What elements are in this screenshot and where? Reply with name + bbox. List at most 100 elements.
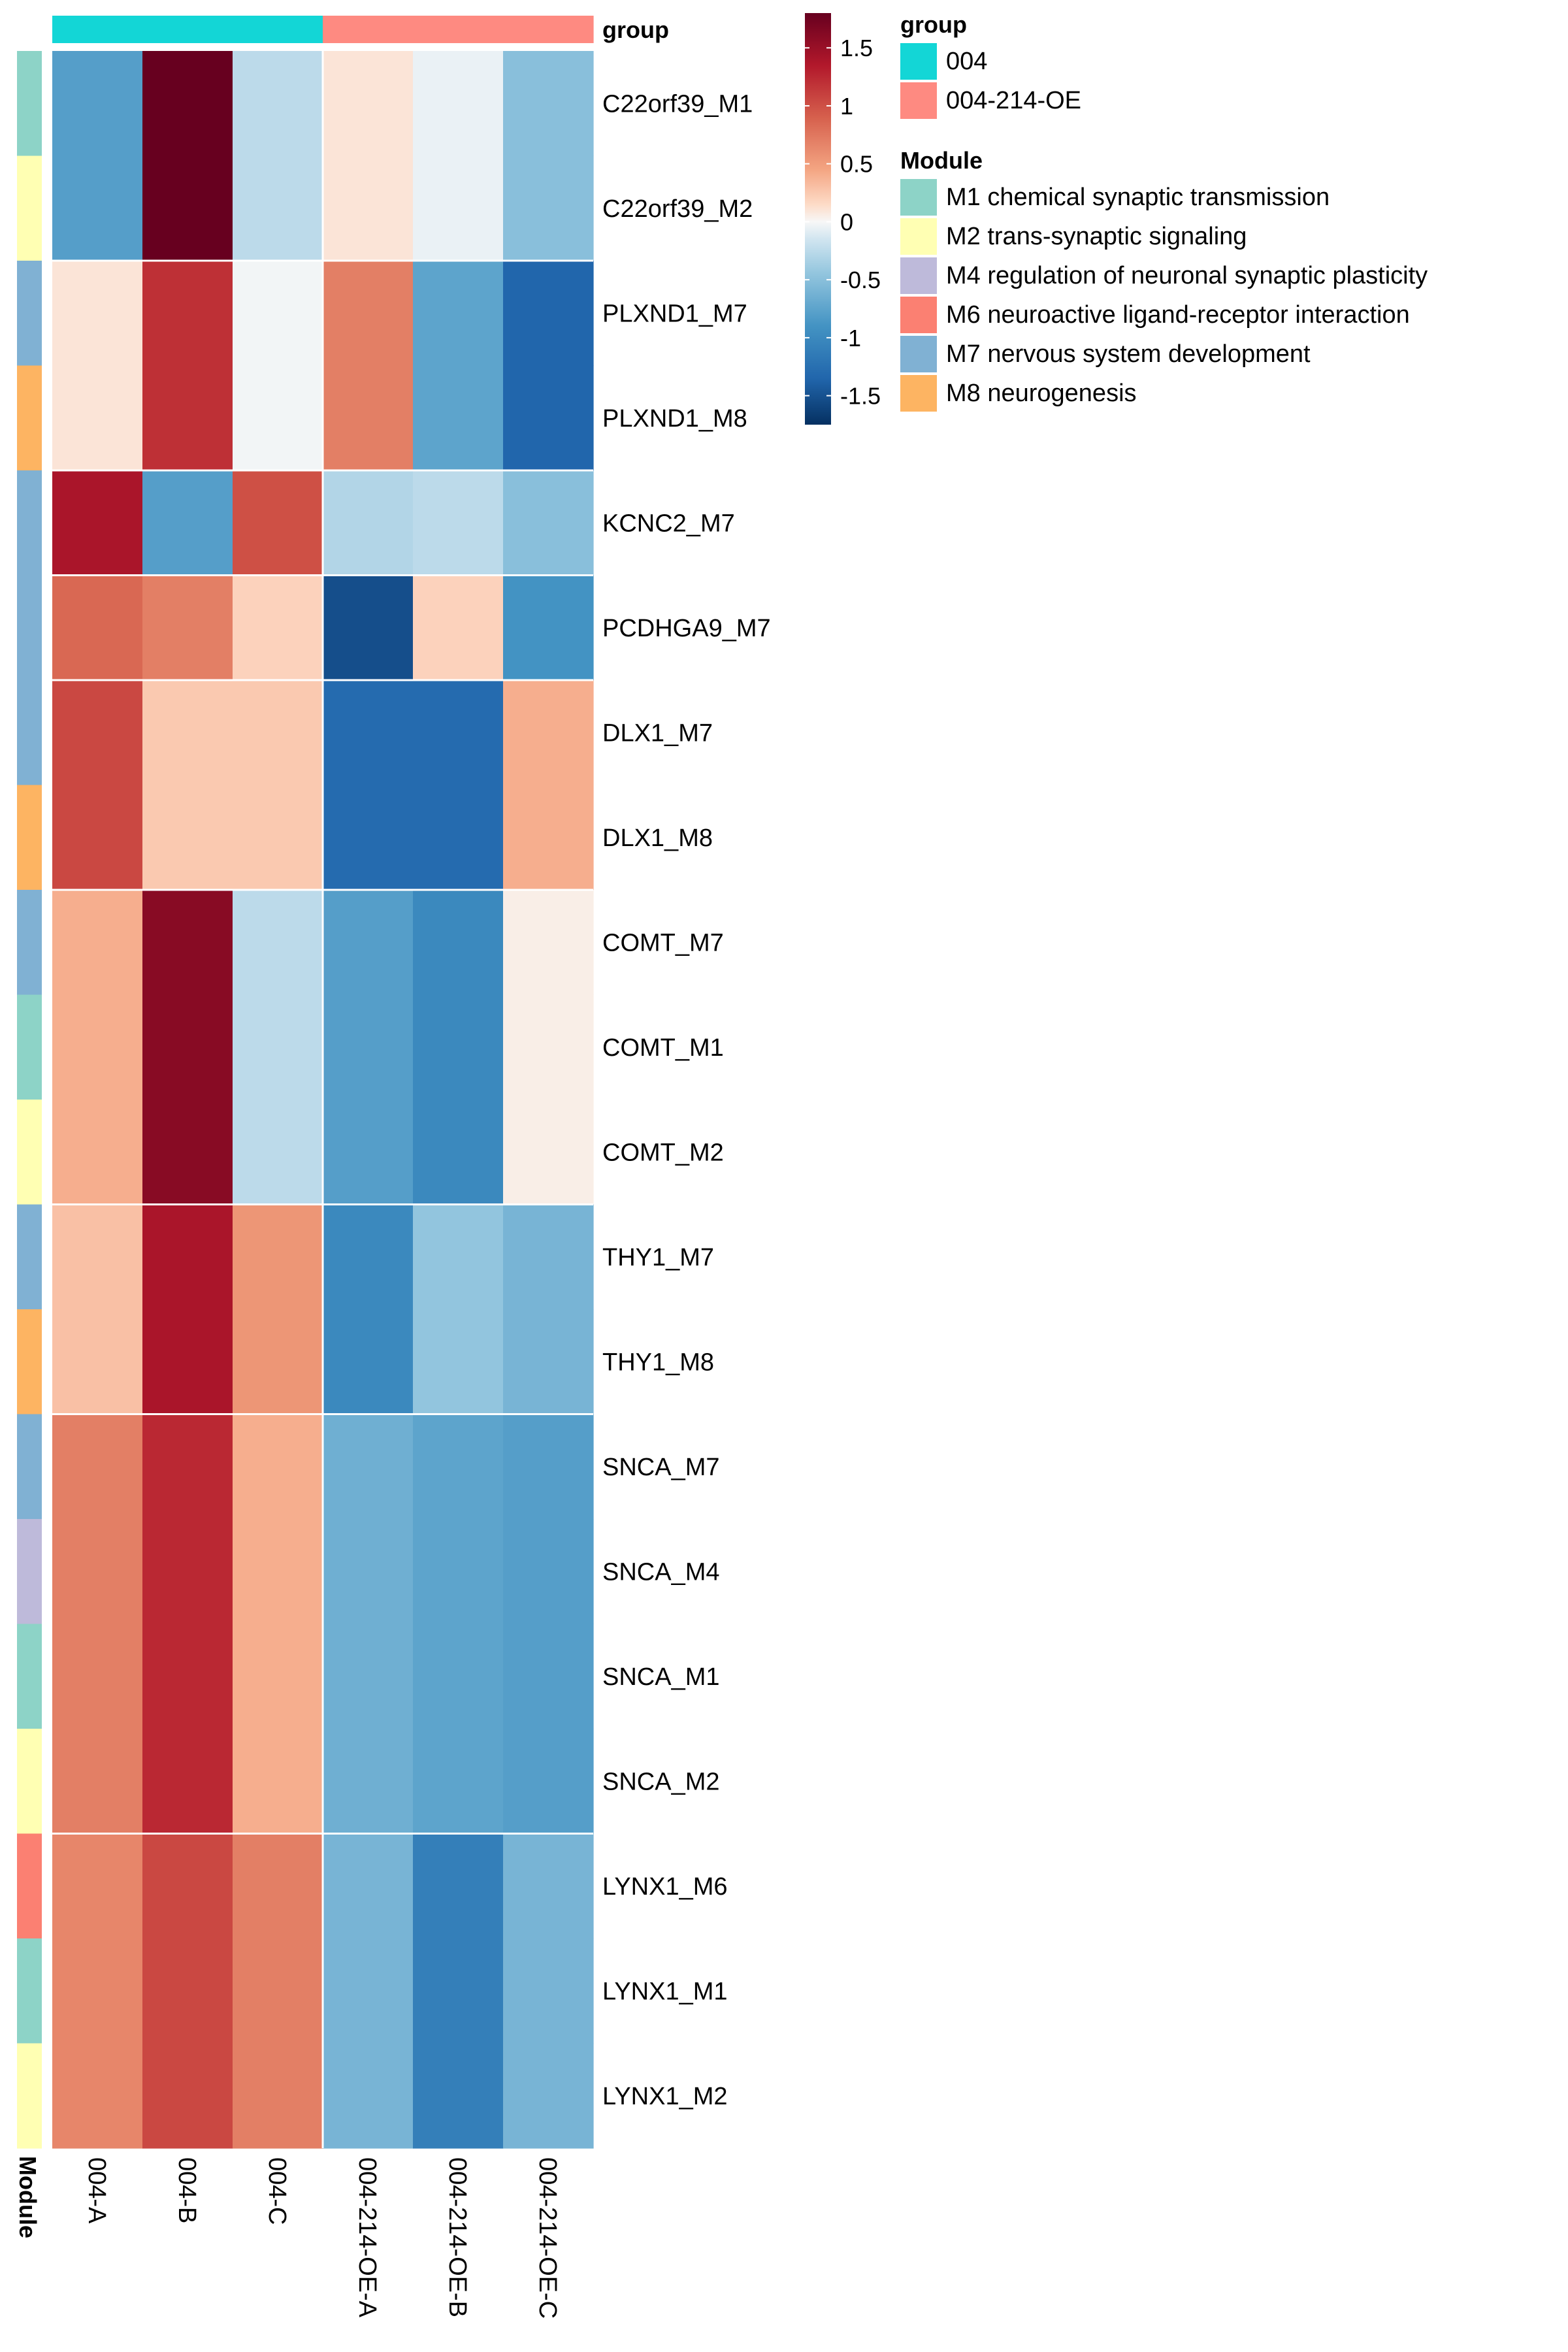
heatmap-cell xyxy=(503,1204,594,1310)
heatmap-cell xyxy=(503,994,594,1100)
heatmap-cell xyxy=(233,680,323,786)
row-label: COMT_M7 xyxy=(602,929,724,956)
group-legend-swatch xyxy=(900,82,937,119)
heatmap-cell xyxy=(142,1100,233,1205)
module-annotation-cell xyxy=(17,1204,42,1310)
heatmap-cell xyxy=(52,1100,143,1205)
heatmap-cell xyxy=(323,1414,414,1520)
heatmap-cell xyxy=(503,1100,594,1205)
heatmap-cells xyxy=(52,51,594,2149)
row-label: C22orf39_M2 xyxy=(602,195,753,223)
heatmap-cell xyxy=(323,1938,414,2044)
group-annotation-cell xyxy=(52,16,143,43)
heatmap-cell xyxy=(413,680,504,786)
module-annotation-cell xyxy=(17,51,42,157)
heatmap-cell xyxy=(413,1519,504,1625)
heatmap-cell xyxy=(413,1938,504,2044)
group-annotation-cell xyxy=(233,16,323,43)
heatmap-cell xyxy=(503,365,594,471)
column-label: 004-214-OE-B xyxy=(444,2157,471,2317)
row-label: COMT_M2 xyxy=(602,1139,724,1166)
row-label: LYNX1_M6 xyxy=(602,1873,728,1901)
module-legend-label: M1 chemical synaptic transmission xyxy=(946,184,1330,211)
heatmap-cell xyxy=(413,575,504,681)
group-legend-label: 004 xyxy=(946,48,987,75)
module-legend-title: Module xyxy=(900,147,983,174)
module-annotation-title: Module xyxy=(14,2156,41,2238)
color-scale-tick-label: 0 xyxy=(840,208,853,235)
group-legend-label: 004-214-OE xyxy=(946,87,1081,114)
heatmap-cell xyxy=(142,890,233,996)
heatmap-cell xyxy=(233,261,323,367)
heatmap-cell xyxy=(503,2043,594,2149)
heatmap-cell xyxy=(503,155,594,261)
column-label: 004-C xyxy=(263,2157,291,2225)
row-labels: C22orf39_M1 C22orf39_M2 PLXND1_M7 PLXND1_M8… xyxy=(602,90,771,2110)
heatmap-cell xyxy=(503,785,594,890)
heatmap-cell xyxy=(142,261,233,367)
module-annotation-cell xyxy=(17,1833,42,1939)
row-label: C22orf39_M1 xyxy=(602,90,753,118)
module-annotation-cell xyxy=(17,890,42,996)
heatmap-cell xyxy=(233,1729,323,1835)
module-annotation-cell xyxy=(17,994,42,1100)
heatmap-cell xyxy=(52,890,143,996)
color-scale-tick-label: -1.5 xyxy=(840,383,881,410)
heatmap-cell xyxy=(233,1414,323,1520)
heatmap-cell xyxy=(142,575,233,681)
heatmap-cell xyxy=(323,994,414,1100)
heatmap-cell xyxy=(233,575,323,681)
module-legend-swatch xyxy=(900,336,937,372)
color-scale-tick-label: 0.5 xyxy=(840,151,873,178)
row-label: DLX1_M7 xyxy=(602,719,713,747)
heatmap-cell xyxy=(52,1204,143,1310)
row-label: THY1_M8 xyxy=(602,1348,714,1376)
row-label: DLX1_M8 xyxy=(602,825,713,852)
heatmap-cell xyxy=(413,1833,504,1939)
heatmap-cell xyxy=(233,1833,323,1939)
module-legend-label: M2 trans-synaptic signaling xyxy=(946,223,1247,250)
group-annotation-title: group xyxy=(602,16,669,43)
row-label: PLXND1_M7 xyxy=(602,300,747,327)
module-annotation-cell xyxy=(17,680,42,786)
heatmap-cell xyxy=(233,365,323,471)
heatmap-cell xyxy=(413,470,504,576)
module-annotation-cell xyxy=(17,1309,42,1415)
heatmap-cell xyxy=(52,51,143,157)
heatmap-cell xyxy=(323,785,414,890)
heatmap-cell xyxy=(323,1519,414,1625)
heatmap-cell xyxy=(413,51,504,157)
heatmap-cell xyxy=(323,1309,414,1415)
module-annotation-cell xyxy=(17,261,42,367)
module-legend-swatch xyxy=(900,218,937,255)
heatmap-cell xyxy=(413,994,504,1100)
heatmap-cell xyxy=(142,51,233,157)
column-label: 004-A xyxy=(83,2157,110,2224)
heatmap-cell xyxy=(52,470,143,576)
heatmap-cell xyxy=(413,890,504,996)
row-label: SNCA_M4 xyxy=(602,1558,720,1586)
module-annotation-cell xyxy=(17,2043,42,2149)
heatmap-cell xyxy=(413,1204,504,1310)
heatmap-cell xyxy=(142,1833,233,1939)
heatmap-cell xyxy=(52,365,143,471)
module-annotation-cell xyxy=(17,155,42,261)
column-label: 004-B xyxy=(173,2157,201,2223)
heatmap-cell xyxy=(413,785,504,890)
heatmap-cell xyxy=(503,1833,594,1939)
module-legend-label: M6 neuroactive ligand-receptor interacti… xyxy=(946,301,1410,329)
heatmap-cell xyxy=(323,575,414,681)
group-legend-title: group xyxy=(900,11,967,38)
heatmap-cell xyxy=(52,1414,143,1520)
group-annotation-cell xyxy=(503,16,594,43)
heatmap-cell xyxy=(503,1729,594,1835)
heatmap-cell xyxy=(413,1624,504,1729)
heatmap-cell xyxy=(323,51,414,157)
heatmap-cell xyxy=(52,575,143,681)
heatmap-cell xyxy=(503,1414,594,1520)
heatmap-cell xyxy=(142,1204,233,1310)
heatmap-cell xyxy=(233,2043,323,2149)
group-annotation-cell xyxy=(413,16,504,43)
heatmap-cell xyxy=(142,1624,233,1729)
